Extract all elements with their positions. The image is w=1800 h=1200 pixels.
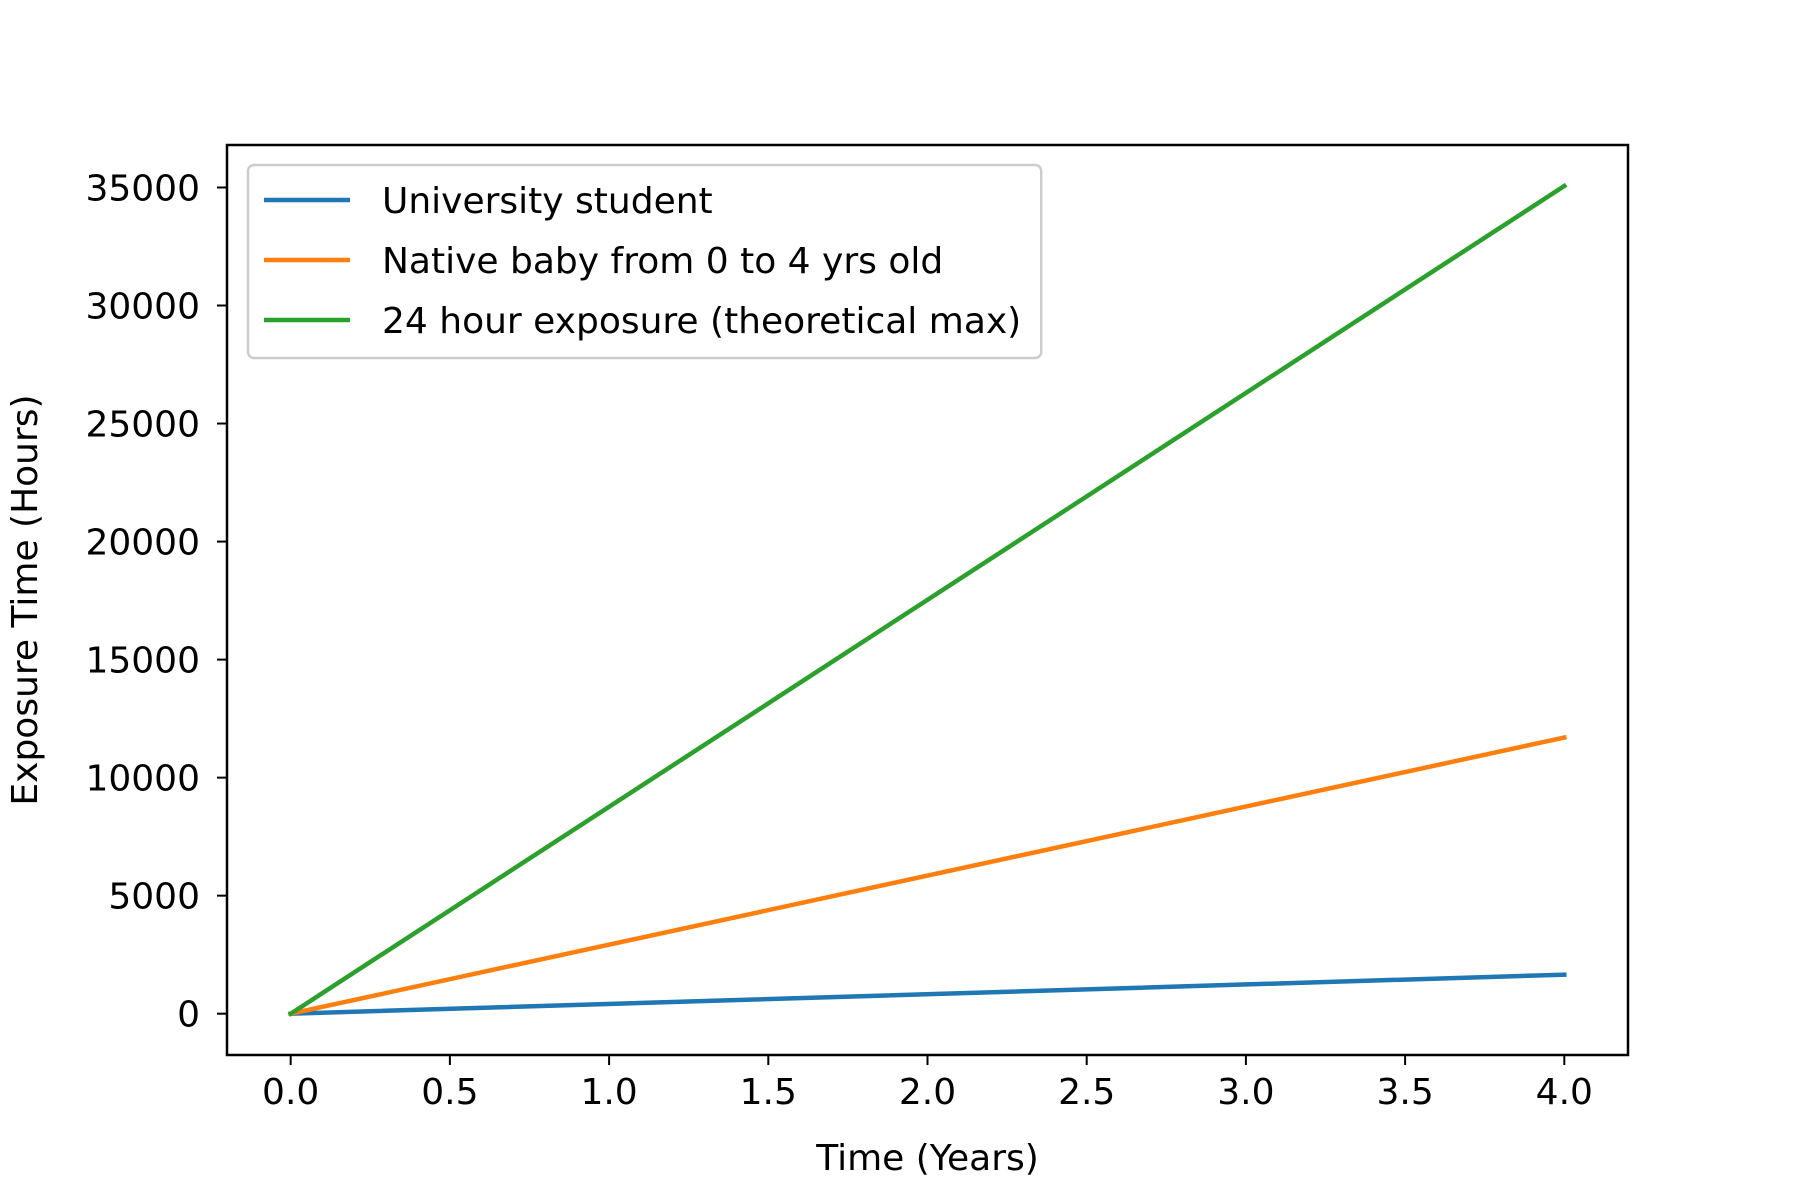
- x-tick-label: 0.5: [421, 1072, 478, 1113]
- x-tick-label: 3.0: [1217, 1072, 1274, 1113]
- y-axis-label: Exposure Time (Hours): [5, 394, 46, 805]
- x-tick-label: 2.0: [899, 1072, 956, 1113]
- x-tick-label: 2.5: [1058, 1072, 1115, 1113]
- series-line-1: [288, 972, 1567, 1017]
- y-tick-label: 15000: [85, 641, 200, 682]
- x-axis-ticks: 0.0 0.5 1.0 1.5 2.0 2.5 3.0 3.5 4.0: [262, 1055, 1593, 1113]
- plot-lines: [287, 182, 1568, 1017]
- x-axis-label: Time (Years): [815, 1138, 1039, 1179]
- y-tick-label: 20000: [85, 523, 200, 564]
- legend-label-1: University student: [382, 181, 713, 222]
- y-tick-label: 5000: [108, 877, 200, 918]
- x-tick-label: 1.0: [580, 1072, 637, 1113]
- x-tick-label: 4.0: [1536, 1072, 1593, 1113]
- series-line-3: [287, 182, 1568, 1017]
- series-line-2: [288, 734, 1567, 1017]
- legend-label-3: 24 hour exposure (theoretical max): [382, 301, 1021, 342]
- x-tick-label: 1.5: [740, 1072, 797, 1113]
- y-tick-label: 25000: [85, 405, 200, 446]
- y-tick-label: 35000: [85, 168, 200, 209]
- y-axis-ticks: 0 5000 10000 15000 20000 25000 30000 35000: [85, 168, 227, 1036]
- y-tick-label: 0: [177, 995, 200, 1036]
- y-tick-label: 30000: [85, 287, 200, 328]
- x-tick-label: 0.0: [262, 1072, 319, 1113]
- x-tick-label: 3.5: [1376, 1072, 1433, 1113]
- legend: University student Native baby from 0 to …: [246, 163, 1043, 360]
- legend-label-2: Native baby from 0 to 4 yrs old: [382, 241, 943, 282]
- legend-box: [246, 163, 1043, 360]
- y-tick-label: 10000: [85, 759, 200, 800]
